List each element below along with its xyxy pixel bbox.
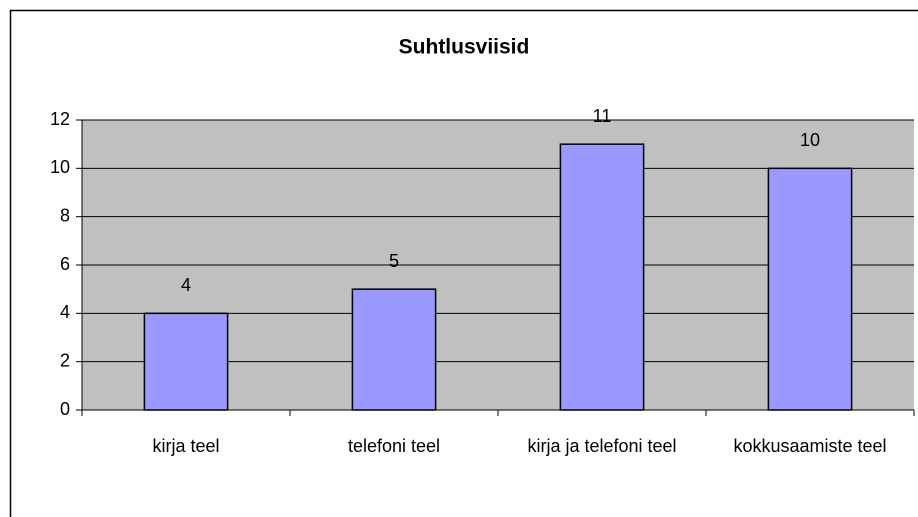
y-tick-label: 12 [50, 109, 70, 129]
y-tick-label: 4 [60, 302, 70, 322]
data-label: 4 [181, 275, 191, 295]
y-tick-label: 6 [60, 254, 70, 274]
data-label: 10 [800, 130, 820, 150]
y-tick-label: 10 [50, 157, 70, 177]
x-tick-label: telefoni teel [348, 436, 440, 456]
bar [767, 167, 853, 411]
x-tick-label: kirja teel [152, 436, 219, 456]
data-label: 5 [389, 251, 399, 271]
chart-title: Suhtlusviisid [399, 36, 530, 59]
data-label: 11 [593, 106, 612, 126]
bar [143, 312, 229, 411]
x-tick-line: kokkusaamiste teel [733, 436, 886, 456]
x-tick-line: telefoni teel [348, 436, 440, 456]
x-tick-line: kirja ja telefoni teel [527, 436, 676, 456]
x-tick-label: kokkusaamiste teel [733, 436, 886, 456]
y-tick-label: 0 [60, 399, 70, 419]
y-tick-label: 2 [60, 350, 70, 370]
x-tick-label: kirja ja telefoni teel [527, 436, 676, 456]
y-tick-label: 8 [60, 205, 70, 225]
bar [351, 288, 437, 411]
x-tick-line: kirja teel [152, 436, 219, 456]
bar [559, 143, 645, 411]
